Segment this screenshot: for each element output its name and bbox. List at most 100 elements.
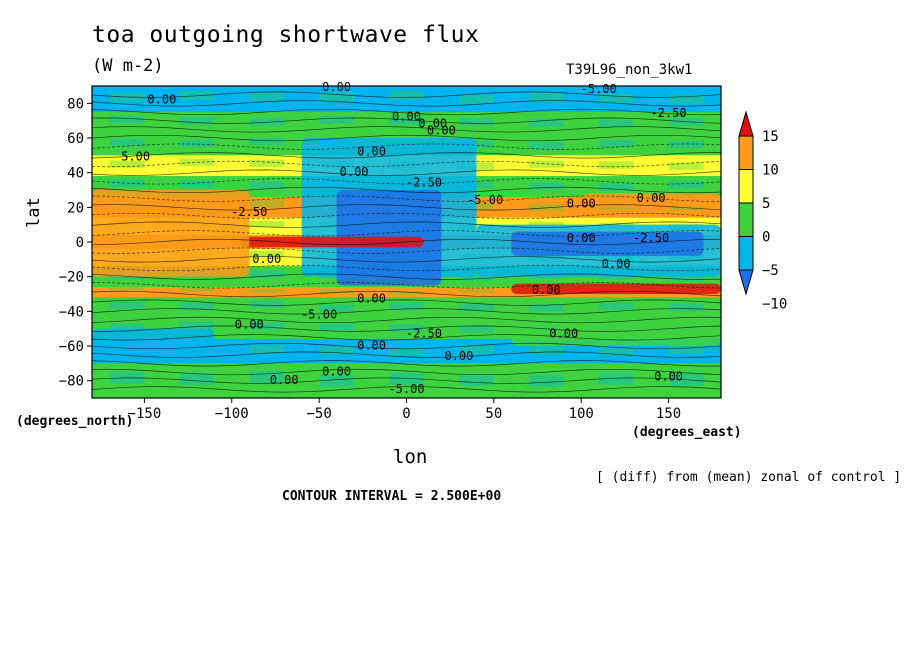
contour-line (91, 308, 722, 315)
x-axis-label: lon (393, 446, 428, 468)
field-patch (598, 161, 634, 169)
contour-label: 0.00 (340, 165, 369, 179)
field-patch (458, 345, 494, 354)
field-patch (249, 159, 285, 167)
colorbar-label: 0 (762, 230, 770, 246)
field-band (92, 297, 721, 319)
contour-interval: CONTOUR INTERVAL = 2.500E+00 (282, 489, 502, 504)
field-patch (249, 220, 285, 227)
contour-line (91, 273, 722, 280)
field-patch (179, 90, 215, 100)
field-band (92, 112, 721, 135)
contour-line (91, 108, 722, 116)
field-patch (179, 288, 215, 292)
contour-label: 0.00 (444, 349, 473, 363)
field-patch (458, 373, 494, 386)
field-patch (319, 323, 355, 331)
field-patch (389, 291, 424, 295)
field-patch (319, 115, 355, 124)
field-region (581, 193, 721, 208)
y-axis-units: (degrees_north) (16, 414, 134, 429)
field-patch (179, 302, 215, 310)
field-patch (528, 182, 564, 190)
field-patch (249, 345, 285, 354)
y-tick-label: −40 (59, 304, 84, 320)
y-tick-label: 0 (76, 235, 84, 251)
contour-line (92, 325, 722, 332)
field-patch (528, 374, 564, 387)
colorbar-bottom-arrow (738, 269, 754, 296)
field-patch (389, 302, 424, 310)
field-patch (109, 323, 145, 331)
y-tick-label: 20 (67, 200, 84, 216)
y-tick-label: 60 (67, 131, 84, 147)
contour-line (91, 290, 722, 298)
field-patch (249, 137, 285, 146)
contour-label: 0.00 (602, 257, 631, 271)
contour-line (91, 126, 722, 133)
colorbar-box (738, 135, 754, 170)
colorbar-label: −5 (762, 263, 779, 279)
field-patch (249, 270, 285, 278)
field-patch (389, 90, 424, 100)
field-patch (109, 301, 145, 309)
field-region (92, 190, 250, 277)
field-patch (598, 183, 634, 191)
y-tick-label: −20 (59, 270, 84, 286)
contour-line (91, 256, 722, 263)
contour-label: 0.00 (147, 92, 176, 106)
field-patch (598, 302, 634, 310)
colorbar-box (738, 169, 754, 204)
contour-line (91, 368, 722, 376)
colorbar-box (738, 236, 754, 271)
contour-line (91, 316, 722, 324)
field-region (511, 318, 721, 346)
field-patch (598, 372, 634, 385)
field-patch (249, 322, 285, 330)
diff-note: [ (diff) from (mean) zonal of control ] (596, 470, 902, 485)
field-patch (668, 181, 704, 189)
contour-label: 0.00 (357, 338, 386, 352)
field-patch (598, 119, 634, 128)
field-patch (458, 273, 494, 281)
colorbar-label: −10 (762, 297, 787, 313)
contour-line (91, 152, 721, 159)
field-patch (319, 346, 355, 355)
contour-label: 0.00 (418, 117, 447, 131)
run-label: T39L96_non_3kw1 (566, 62, 693, 78)
field-patch (528, 92, 564, 102)
contour-label: 0.00 (427, 124, 456, 138)
field-patch (668, 303, 704, 311)
chart-units: (W m-2) (92, 56, 164, 76)
contour-label: 0.00 (357, 292, 386, 306)
field-patch (179, 158, 215, 166)
field-patch (179, 372, 215, 385)
field-patch (598, 93, 634, 103)
contour-line (91, 299, 722, 306)
field-patch (389, 324, 424, 332)
contour-line (91, 360, 722, 367)
contour-label: 0.00 (322, 80, 351, 94)
field-patch (319, 92, 355, 102)
field-patch (319, 374, 355, 387)
colorbar-label: 5 (762, 196, 770, 212)
colorbar-label: 15 (762, 129, 779, 145)
contour-line (91, 204, 722, 211)
contour-label: -2.50 (651, 106, 687, 120)
field-region (92, 328, 215, 360)
x-tick-label: 100 (569, 406, 594, 422)
contour-line (91, 386, 722, 393)
x-tick-label: 50 (485, 406, 502, 422)
contour-line (91, 134, 722, 142)
contour-line (91, 221, 722, 228)
field-patch (109, 115, 145, 124)
field-patch (389, 116, 424, 125)
field-patch (389, 347, 424, 356)
field-patch (668, 345, 704, 354)
contour-label: -5.00 (467, 193, 503, 207)
contour-label: 0.00 (322, 364, 351, 378)
field-patch (249, 300, 285, 308)
contour-line (91, 117, 722, 124)
field-region (240, 236, 424, 248)
field-patch (668, 273, 704, 281)
